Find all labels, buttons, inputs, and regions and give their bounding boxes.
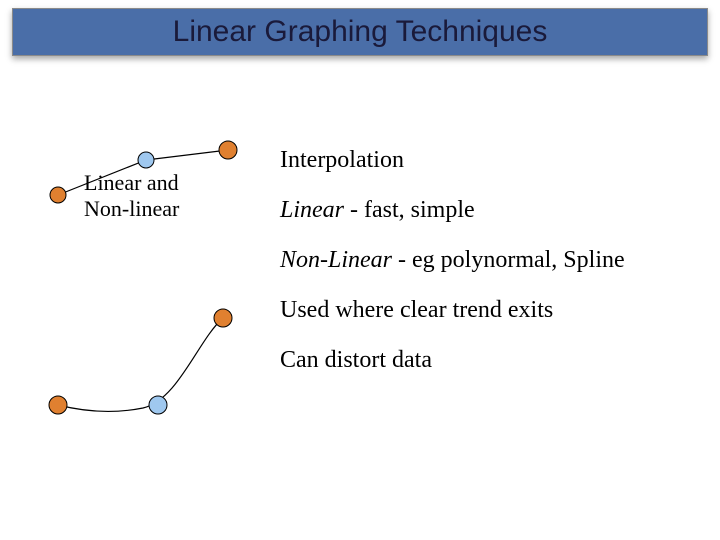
bullet-3-rest: - eg polynormal, Spline (392, 247, 625, 273)
bullet-1: Interpolation (280, 145, 680, 175)
nonlinear-point-1 (49, 396, 67, 414)
bullet-list: Interpolation Linear - fast, simple Non-… (280, 145, 680, 395)
linear-point-3 (219, 141, 237, 159)
bullet-4: Used where clear trend exits (280, 295, 680, 325)
slide-title: Linear Graphing Techniques (173, 15, 548, 49)
bullet-2-em: Linear (280, 197, 344, 223)
linear-line-2 (146, 150, 228, 160)
bullet-2: Linear - fast, simple (280, 195, 680, 225)
caption-line-1: Linear and (84, 170, 179, 195)
diagram-caption: Linear and Non-linear (84, 170, 214, 223)
nonlinear-segment (49, 309, 232, 414)
bullet-3: Non-Linear - eg polynormal, Spline (280, 245, 680, 275)
bullet-3-em: Non-Linear (280, 247, 392, 273)
linear-point-1 (50, 187, 66, 203)
linear-point-2 (138, 152, 154, 168)
nonlinear-curve (58, 318, 223, 411)
title-bar: Linear Graphing Techniques (12, 8, 708, 56)
bullet-5: Can distort data (280, 345, 680, 375)
bullet-2-rest: - fast, simple (344, 197, 475, 223)
nonlinear-point-2 (149, 396, 167, 414)
nonlinear-point-3 (214, 309, 232, 327)
caption-line-2: Non-linear (84, 196, 179, 221)
